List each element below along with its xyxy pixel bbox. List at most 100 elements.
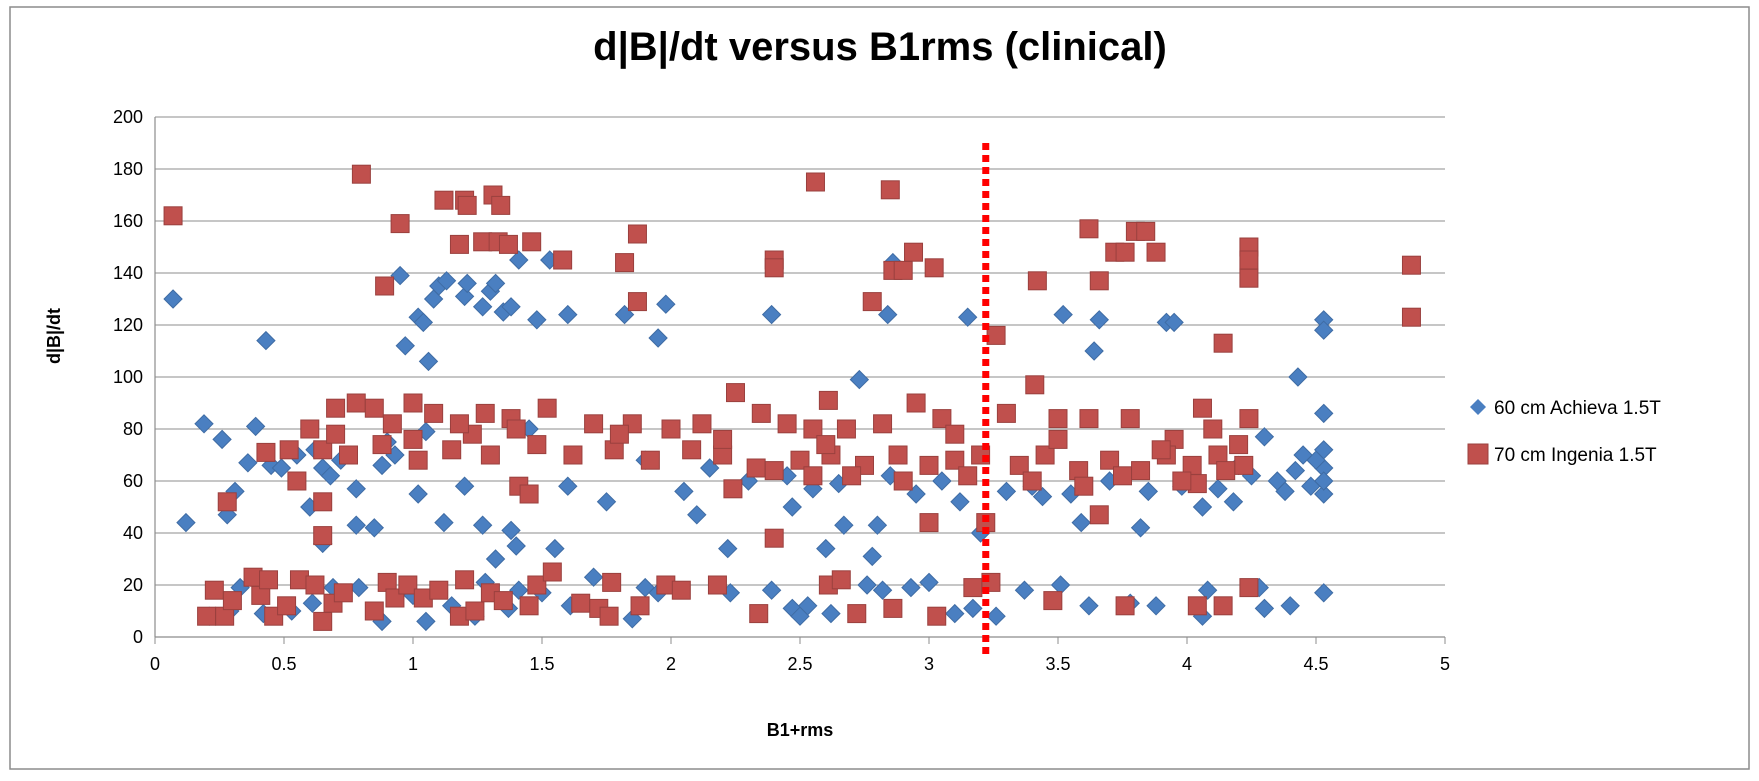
- y-tick-label: 140: [113, 263, 143, 283]
- data-point-square: [713, 429, 733, 449]
- data-point-square: [442, 440, 462, 460]
- data-point-square: [408, 450, 428, 470]
- data-point-square: [1213, 596, 1233, 616]
- data-point-square: [764, 258, 784, 278]
- data-point-square: [836, 419, 856, 439]
- data-point-square: [726, 383, 745, 403]
- data-point-diamond: [1293, 445, 1313, 465]
- data-point-diamond: [862, 546, 882, 567]
- data-point-square: [222, 591, 242, 611]
- x-tick-label: 1.5: [529, 654, 554, 674]
- data-point-square: [1089, 505, 1109, 525]
- data-point-square: [919, 455, 939, 475]
- data-point-square: [958, 466, 978, 486]
- data-point-diamond: [1138, 481, 1159, 502]
- data-point-square: [1115, 242, 1135, 262]
- legend-label: 60 cm Achieva 1.5T: [1494, 398, 1661, 419]
- data-point-diamond: [849, 369, 870, 390]
- data-point-square: [493, 591, 513, 611]
- data-point-square: [927, 606, 947, 626]
- data-point-square: [746, 458, 766, 478]
- data-point-square: [1401, 307, 1421, 327]
- data-point-square: [498, 234, 518, 254]
- data-point-diamond: [271, 458, 292, 478]
- data-point-diamond: [1314, 403, 1334, 424]
- data-point-square: [429, 580, 449, 600]
- data-point-square: [1009, 455, 1029, 475]
- data-point-diamond: [996, 481, 1017, 502]
- data-point-square: [888, 445, 908, 465]
- data-point-square: [256, 442, 276, 462]
- data-point-square: [346, 393, 366, 413]
- data-point-diamond: [878, 304, 898, 325]
- data-point-square: [1025, 375, 1045, 395]
- data-point-diamond: [509, 580, 529, 600]
- data-point-square: [506, 419, 526, 439]
- data-point-square: [339, 445, 358, 465]
- data-point-square: [627, 292, 647, 312]
- data-point-square: [1213, 333, 1233, 353]
- data-point-diamond: [302, 593, 323, 613]
- data-point-square: [584, 414, 604, 434]
- data-point-diamond: [416, 611, 436, 632]
- data-point-diamond: [782, 497, 802, 517]
- data-point-diamond: [256, 330, 276, 351]
- data-point-diamond: [408, 484, 428, 504]
- data-point-square: [300, 419, 320, 439]
- data-point-square: [1239, 578, 1259, 598]
- axes: 0 20 40 60 80 100 120 140 160 180 200 0 0.5 1 1.5 2 2.5 3…: [113, 107, 1450, 674]
- data-point-square: [707, 575, 727, 595]
- data-point-diamond: [718, 538, 738, 559]
- data-point-square: [1234, 455, 1254, 475]
- data-point-square: [364, 398, 384, 418]
- data-point-diamond: [1164, 312, 1184, 333]
- data-point-square: [919, 513, 939, 533]
- data-point-diamond: [454, 286, 475, 307]
- data-point-square: [1120, 409, 1140, 429]
- data-point-diamond: [932, 471, 952, 491]
- data-point-square: [1027, 271, 1047, 291]
- data-point-diamond: [346, 479, 366, 499]
- data-point-square: [1079, 409, 1099, 429]
- data-point-diamond: [454, 476, 475, 496]
- data-point-diamond: [238, 453, 258, 473]
- data-point-square: [519, 484, 539, 504]
- data-point-diamond: [816, 538, 836, 559]
- data-point-square: [893, 260, 913, 280]
- data-point-square: [1239, 250, 1259, 270]
- data-point-square: [403, 393, 423, 413]
- data-point-square: [403, 429, 423, 449]
- y-axis-label: d|B|/dt: [44, 308, 64, 364]
- data-point-square: [893, 471, 913, 491]
- data-point-diamond: [1130, 518, 1151, 538]
- y-tick-label: 40: [123, 523, 143, 543]
- data-point-diamond: [558, 304, 578, 325]
- data-point-square: [1182, 455, 1202, 475]
- data-point-square: [537, 398, 557, 418]
- data-point-square: [803, 419, 823, 439]
- data-point-square: [963, 578, 983, 598]
- data-point-square: [313, 526, 333, 546]
- data-point-square: [609, 424, 629, 444]
- data-point-diamond: [950, 492, 970, 512]
- data-point-diamond: [1223, 492, 1244, 512]
- data-point-diamond: [834, 515, 854, 535]
- data-point-square: [1192, 398, 1212, 418]
- data-point-square: [904, 242, 924, 262]
- x-tick-label: 3: [924, 654, 934, 674]
- data-point-square: [382, 414, 402, 434]
- data-point-square: [465, 601, 485, 621]
- data-point-diamond: [656, 294, 676, 314]
- data-points: [163, 164, 1421, 632]
- data-point-square: [831, 570, 851, 590]
- data-point-square: [351, 164, 371, 184]
- data-point-square: [924, 258, 944, 278]
- data-point-diamond: [867, 515, 888, 535]
- data-point-diamond: [596, 492, 617, 512]
- data-point-diamond: [212, 429, 232, 450]
- data-point-square: [1113, 466, 1132, 486]
- data-point-square: [372, 435, 392, 455]
- y-tick-label: 200: [113, 107, 143, 127]
- y-tick-label: 120: [113, 315, 143, 335]
